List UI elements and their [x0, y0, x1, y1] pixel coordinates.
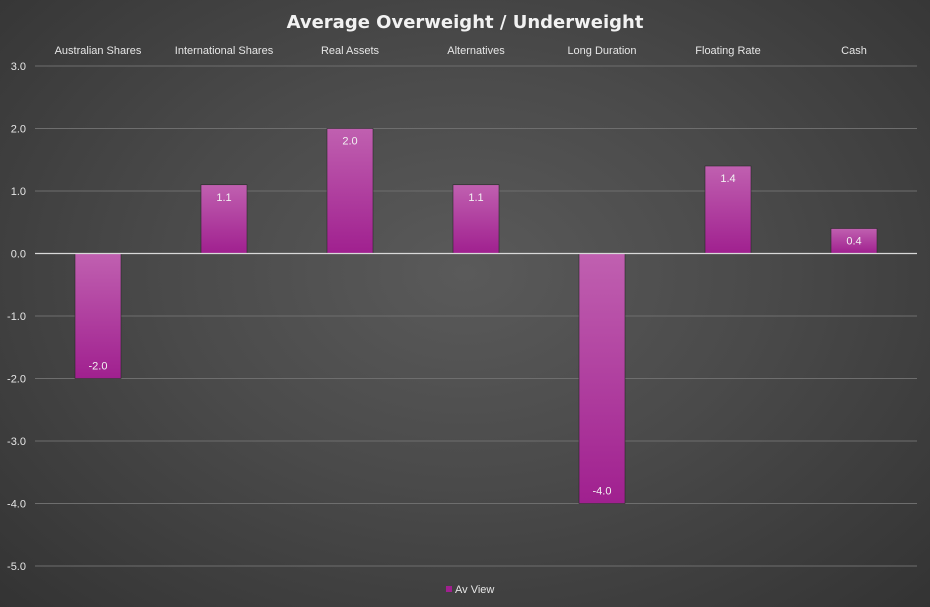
data-labels: -2.0 1.1 2.0 1.1 -4.0 1.4 0.4 [89, 136, 862, 498]
data-label: 1.1 [468, 192, 483, 204]
chart-title: Average Overweight / Underweight [287, 12, 644, 33]
data-label: -4.0 [593, 486, 612, 498]
data-label: 0.4 [846, 236, 861, 248]
y-tick-label: -2.0 [7, 374, 26, 386]
data-label: -2.0 [89, 361, 108, 373]
bar [452, 184, 500, 254]
gridlines [35, 65, 917, 567]
category-label: Australian Shares [55, 45, 142, 57]
bar [830, 228, 878, 254]
y-tick-label: 0.0 [11, 249, 26, 261]
data-label: 2.0 [342, 136, 357, 148]
bars [74, 128, 878, 504]
bar [74, 253, 122, 379]
category-label: Cash [841, 45, 867, 57]
legend: Av View [446, 584, 494, 596]
category-label: Long Duration [567, 45, 636, 57]
bar [326, 128, 374, 254]
category-labels: Australian Shares International Shares Rea… [55, 45, 867, 57]
y-tick-label: 3.0 [11, 61, 26, 73]
bar [578, 253, 626, 504]
category-label: Real Assets [321, 45, 380, 57]
y-axis-tick-labels: 3.0 2.0 1.0 0.0 -1.0 -2.0 -3.0 -4.0 -5.0 [7, 61, 26, 573]
bar [704, 165, 752, 254]
data-label: 1.1 [216, 192, 231, 204]
y-tick-label: -4.0 [7, 499, 26, 511]
y-tick-label: 2.0 [11, 124, 26, 136]
y-tick-label: -1.0 [7, 311, 26, 323]
y-tick-label: -3.0 [7, 436, 26, 448]
bar [200, 184, 248, 254]
legend-label: Av View [455, 584, 494, 596]
data-label: 1.4 [720, 173, 735, 185]
y-tick-label: 1.0 [11, 186, 26, 198]
category-label: International Shares [175, 45, 274, 57]
legend-swatch [446, 586, 452, 592]
category-label: Alternatives [447, 45, 505, 57]
y-tick-label: -5.0 [7, 561, 26, 573]
category-label: Floating Rate [695, 45, 760, 57]
